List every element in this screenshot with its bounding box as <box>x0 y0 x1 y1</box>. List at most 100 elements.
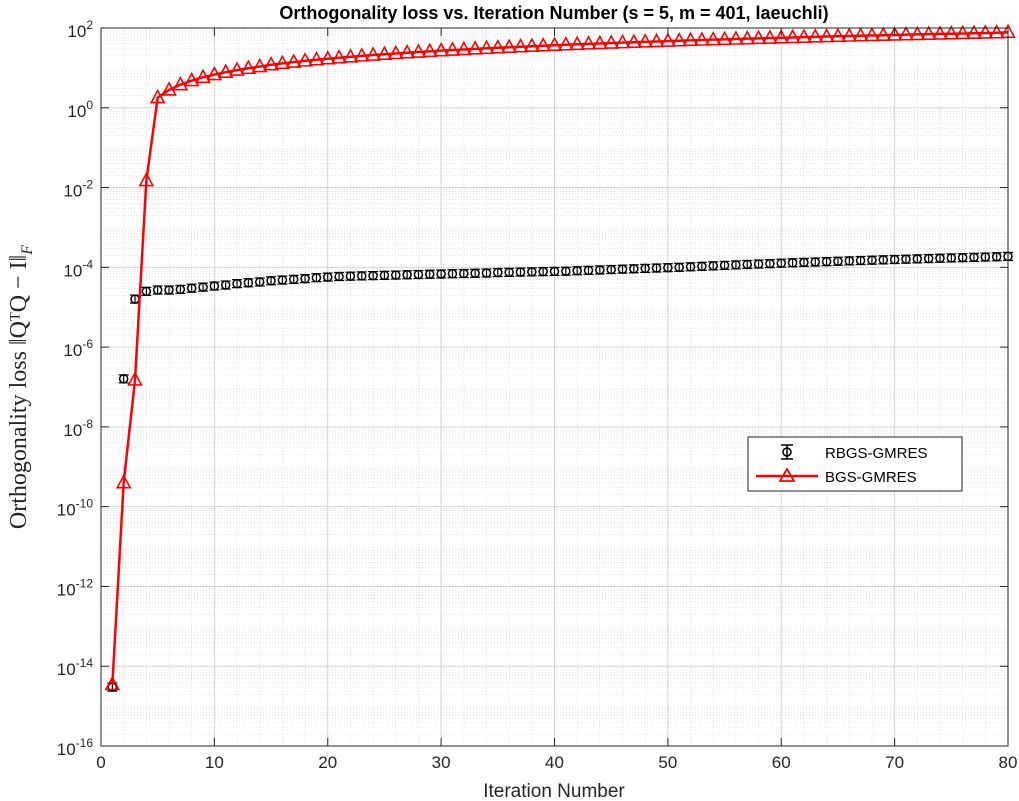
data-point <box>376 45 393 61</box>
data-point <box>682 31 699 47</box>
data-point <box>323 272 333 282</box>
data-point <box>943 25 960 40</box>
data-point <box>481 268 492 278</box>
data-point <box>206 65 223 81</box>
data-point <box>308 51 325 66</box>
data-point <box>762 29 778 44</box>
data-point <box>523 37 540 52</box>
data-point <box>898 26 914 41</box>
y-axis-label-main: Orthogonality loss ‖QᵀQ − I‖ <box>6 255 32 529</box>
data-point <box>421 42 438 58</box>
data-point <box>217 63 234 78</box>
data-point <box>810 257 821 267</box>
legend-item-bgs: BGS-GMRES <box>756 467 917 486</box>
y-tick-label: 10-4 <box>63 257 93 280</box>
data-point <box>637 33 654 48</box>
data-point <box>164 285 174 295</box>
data-point <box>425 269 435 280</box>
data-point <box>901 254 911 264</box>
data-point <box>138 171 155 187</box>
data-point <box>115 473 132 489</box>
data-point <box>387 44 404 60</box>
data-point <box>535 37 552 52</box>
data-point <box>606 264 616 275</box>
y-tick-label: 10-2 <box>63 178 93 201</box>
data-point <box>161 81 177 96</box>
data-point <box>991 252 1002 262</box>
legend-box <box>747 436 963 492</box>
data-point <box>444 41 461 56</box>
data-point <box>198 282 208 292</box>
data-point <box>266 276 276 286</box>
data-point <box>694 31 710 46</box>
data-point <box>118 374 129 384</box>
data-point <box>787 258 798 268</box>
data-point <box>368 270 378 281</box>
data-point <box>739 29 756 45</box>
data-point <box>365 46 381 61</box>
data-point <box>977 24 994 39</box>
legend-rbgs-label: RBGS-GMRES <box>825 445 928 462</box>
data-point <box>229 61 245 76</box>
data-point <box>413 269 424 280</box>
data-point <box>277 275 288 285</box>
data-point <box>149 88 166 104</box>
data-point <box>152 285 163 295</box>
data-point <box>867 255 877 265</box>
x-tick-label: 70 <box>885 753 904 772</box>
data-point <box>773 29 790 44</box>
data-point <box>776 258 786 268</box>
data-point <box>243 278 254 288</box>
data-point <box>595 265 605 275</box>
data-point <box>935 253 945 263</box>
data-point <box>807 28 824 43</box>
data-point <box>538 266 548 277</box>
data-point <box>342 48 359 63</box>
data-point <box>886 26 903 41</box>
data-point <box>697 261 707 272</box>
data-point <box>232 278 242 289</box>
data-point <box>875 26 892 41</box>
legend-bgs-label: BGS-GMRES <box>825 469 917 486</box>
data-point <box>705 30 722 46</box>
data-point <box>195 68 211 84</box>
series-bgs-gmres <box>104 23 1016 691</box>
data-point <box>274 54 291 70</box>
data-point <box>459 268 469 279</box>
data-point <box>674 262 684 273</box>
data-point <box>433 42 449 57</box>
data-point <box>784 28 801 44</box>
data-point <box>410 43 427 58</box>
data-point <box>719 260 730 271</box>
data-point <box>240 59 257 75</box>
data-point <box>549 266 560 277</box>
data-point <box>920 25 937 40</box>
x-tick-label: 80 <box>999 753 1018 772</box>
y-tick-label: 10-10 <box>57 497 94 520</box>
data-point <box>447 269 458 279</box>
data-point <box>932 25 948 40</box>
data-point <box>660 32 676 47</box>
data-point <box>750 29 767 45</box>
data-point <box>467 40 483 55</box>
data-point <box>626 33 642 49</box>
data-point <box>954 24 971 40</box>
data-point <box>640 263 650 274</box>
data-point <box>648 32 665 48</box>
data-point <box>251 57 268 73</box>
y-axis-label-subscript: F <box>19 245 36 256</box>
data-point <box>515 267 526 277</box>
data-point <box>263 56 279 71</box>
data-point <box>651 263 662 273</box>
y-tick-label: 100 <box>67 98 93 121</box>
data-point <box>614 33 631 49</box>
data-point <box>821 256 832 267</box>
x-tick-label: 30 <box>432 753 451 772</box>
data-point <box>830 27 846 43</box>
data-point <box>455 40 472 56</box>
y-tick-label: 10-16 <box>57 736 94 759</box>
y-tick-label: 10-6 <box>63 337 93 360</box>
data-point <box>708 261 718 271</box>
data-point <box>331 49 347 64</box>
